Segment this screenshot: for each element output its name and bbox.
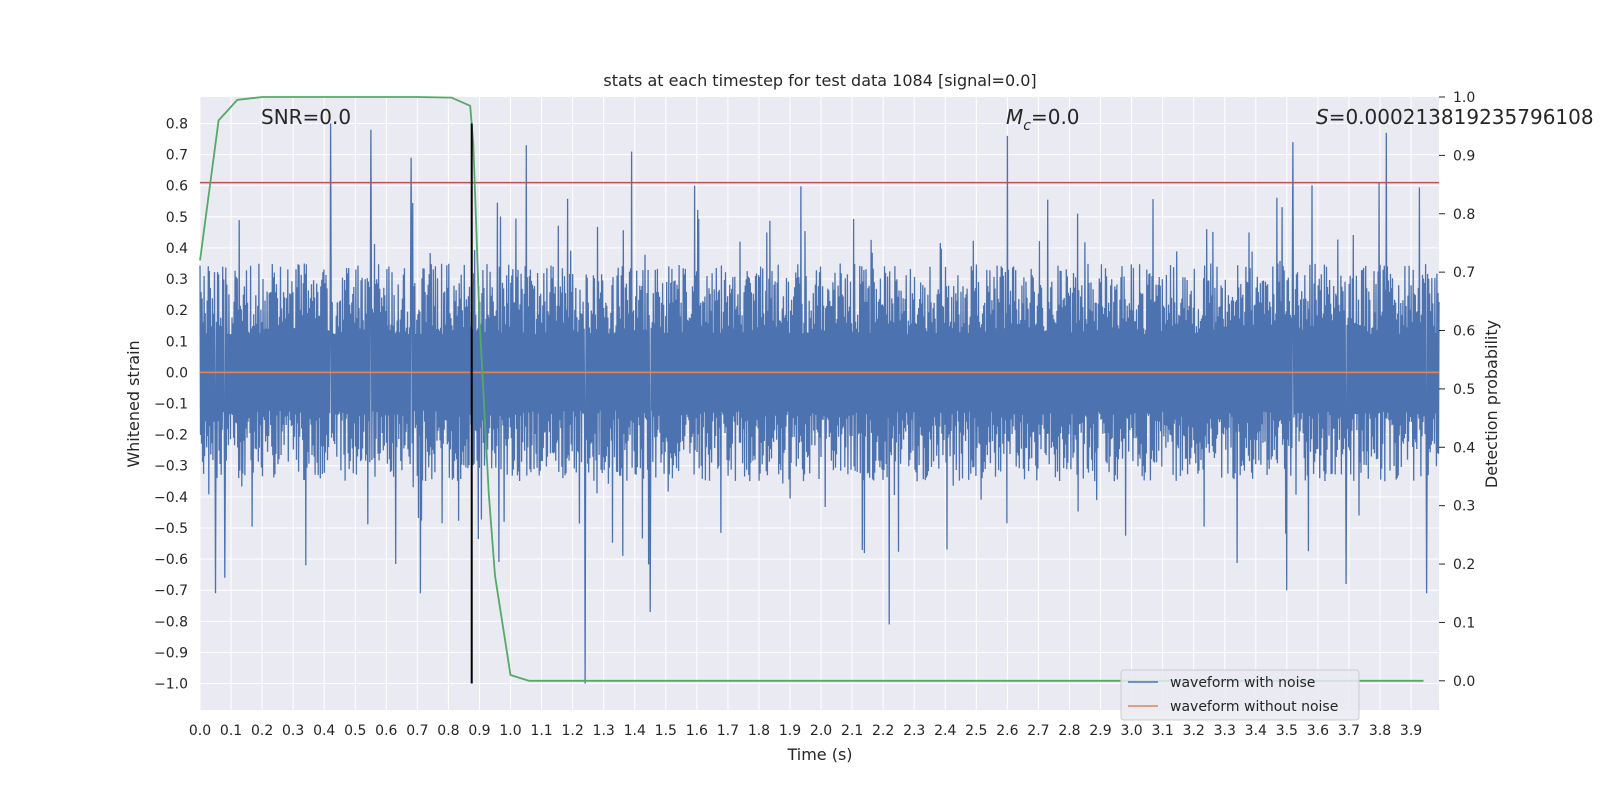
x-tick-label: 2.8 <box>1058 723 1080 739</box>
x-tick-label: 2.3 <box>903 723 925 739</box>
x-tick-label: 3.8 <box>1369 723 1391 739</box>
y-tick-label: 0.8 <box>166 116 188 132</box>
chart-title: stats at each timestep for test data 108… <box>603 71 1036 90</box>
x-tick-label: 1.4 <box>624 723 646 739</box>
y-tick-label: 0.5 <box>166 210 188 226</box>
y-tick-label: −0.8 <box>154 614 188 630</box>
y-tick-label: 0.2 <box>166 303 188 319</box>
y-tick-label: −0.5 <box>154 521 188 537</box>
x-tick-label: 3.5 <box>1276 723 1298 739</box>
y-tick-label: 0.4 <box>166 241 188 257</box>
y-tick-label: −0.2 <box>154 428 188 444</box>
legend: waveform with noise waveform without noi… <box>1120 669 1360 721</box>
x-tick-label: 3.4 <box>1245 723 1267 739</box>
x-tick-label: 2.4 <box>934 723 956 739</box>
y2-tick-label: 0.3 <box>1453 499 1475 515</box>
x-tick-label: 0.0 <box>189 723 211 739</box>
y2-axis-label: Detection probability <box>1482 320 1501 488</box>
x-tick-label: 1.6 <box>686 723 708 739</box>
x-tick-label: 2.6 <box>996 723 1018 739</box>
y-tick-label: −0.9 <box>154 645 188 661</box>
x-tick-label: 0.3 <box>282 723 304 739</box>
y2-tick-label: 0.8 <box>1453 207 1475 223</box>
legend-box <box>1120 669 1360 721</box>
x-tick-label: 2.0 <box>810 723 832 739</box>
s-tail: 8 <box>1581 105 1594 129</box>
y-tick-label: −0.1 <box>154 397 188 413</box>
x-tick-label: 0.4 <box>313 723 335 739</box>
y2-tick-label: 1.0 <box>1453 90 1475 106</box>
y2-tick-label: 0.7 <box>1453 265 1475 281</box>
y2-tick-label: 0.5 <box>1453 382 1475 398</box>
x-tick-label: 0.2 <box>251 723 273 739</box>
x-tick-label: 0.1 <box>220 723 242 739</box>
s-value: =0.00021381923579610 <box>1329 105 1581 129</box>
x-tick-label: 0.7 <box>406 723 428 739</box>
x-tick-label: 1.2 <box>561 723 583 739</box>
y-axis-ticks: 0.8 0.7 0.6 0.5 0.4 0.3 0.2 0.1 0.0 −0.1 −0.2 −0.3 −… <box>154 116 188 692</box>
x-tick-label: 3.1 <box>1151 723 1173 739</box>
y-tick-label: −0.3 <box>154 459 188 475</box>
y2-axis-ticks: 1.0 0.9 0.8 0.7 0.6 0.5 0.4 0.3 0.2 0.1 0.0 <box>1439 90 1475 690</box>
x-tick-label: 0.5 <box>344 723 366 739</box>
y2-tick-label: 0.9 <box>1453 148 1475 164</box>
x-tick-label: 1.0 <box>499 723 521 739</box>
x-tick-label: 1.1 <box>530 723 552 739</box>
x-tick-label: 1.7 <box>717 723 739 739</box>
x-tick-label: 1.5 <box>655 723 677 739</box>
mc-annotation: Mc=0.0 <box>1006 105 1080 134</box>
x-tick-label: 3.6 <box>1307 723 1329 739</box>
y2-tick-label: 0.0 <box>1453 674 1475 690</box>
x-tick-label: 3.2 <box>1183 723 1205 739</box>
x-tick-label: 2.9 <box>1089 723 1111 739</box>
y-axis-label: Whitened strain <box>124 340 143 467</box>
legend-label-noise: waveform with noise <box>1170 675 1315 691</box>
s-symbol: S <box>1316 105 1329 129</box>
y-tick-label: 0.0 <box>166 365 188 381</box>
x-tick-label: 1.3 <box>593 723 615 739</box>
y2-tick-label: 0.6 <box>1453 324 1475 340</box>
waveform-with-noise-line <box>199 123 1440 684</box>
x-tick-label: 3.9 <box>1400 723 1422 739</box>
x-tick-label: 3.7 <box>1338 723 1360 739</box>
y-tick-label: 0.1 <box>166 334 188 350</box>
x-tick-label: 0.8 <box>437 723 459 739</box>
legend-label-clean: waveform without noise <box>1170 699 1338 715</box>
mc-value: =0.0 <box>1031 105 1080 129</box>
y-tick-label: −0.7 <box>154 583 188 599</box>
x-axis-label: Time (s) <box>786 745 852 764</box>
detection-probability-line <box>199 96 1424 682</box>
x-tick-label: 3.3 <box>1214 723 1236 739</box>
series-lines <box>199 96 1439 684</box>
y-tick-label: 0.3 <box>166 272 188 288</box>
s-annotation: S=0.000213819235796108 <box>1316 105 1594 129</box>
mc-symbol: M <box>1006 105 1023 129</box>
y2-tick-label: 0.2 <box>1453 557 1475 573</box>
x-tick-label: 0.6 <box>375 723 397 739</box>
x-tick-label: 1.9 <box>779 723 801 739</box>
y-tick-label: 0.7 <box>166 148 188 164</box>
x-tick-label: 2.7 <box>1027 723 1049 739</box>
y-tick-label: −0.4 <box>154 490 188 506</box>
y-tick-label: −1.0 <box>154 677 188 693</box>
x-tick-label: 2.5 <box>965 723 987 739</box>
x-tick-label: 3.0 <box>1120 723 1142 739</box>
y2-tick-label: 0.4 <box>1453 440 1475 456</box>
mc-subscript: c <box>1023 118 1031 134</box>
snr-annotation: SNR=0.0 <box>261 105 351 129</box>
y2-tick-label: 0.1 <box>1453 615 1475 631</box>
x-tick-label: 2.1 <box>841 723 863 739</box>
x-axis-ticks: 0.0 0.1 0.2 0.3 0.4 0.5 0.6 0.7 0.8 0.9 1.0 1.1 1.2 1… <box>189 723 1422 739</box>
x-tick-label: 1.8 <box>748 723 770 739</box>
y-tick-label: −0.6 <box>154 552 188 568</box>
x-tick-label: 2.2 <box>872 723 894 739</box>
series-waveform-with-noise <box>199 123 1440 684</box>
y-tick-label: 0.6 <box>166 179 188 195</box>
x-tick-label: 0.9 <box>468 723 490 739</box>
